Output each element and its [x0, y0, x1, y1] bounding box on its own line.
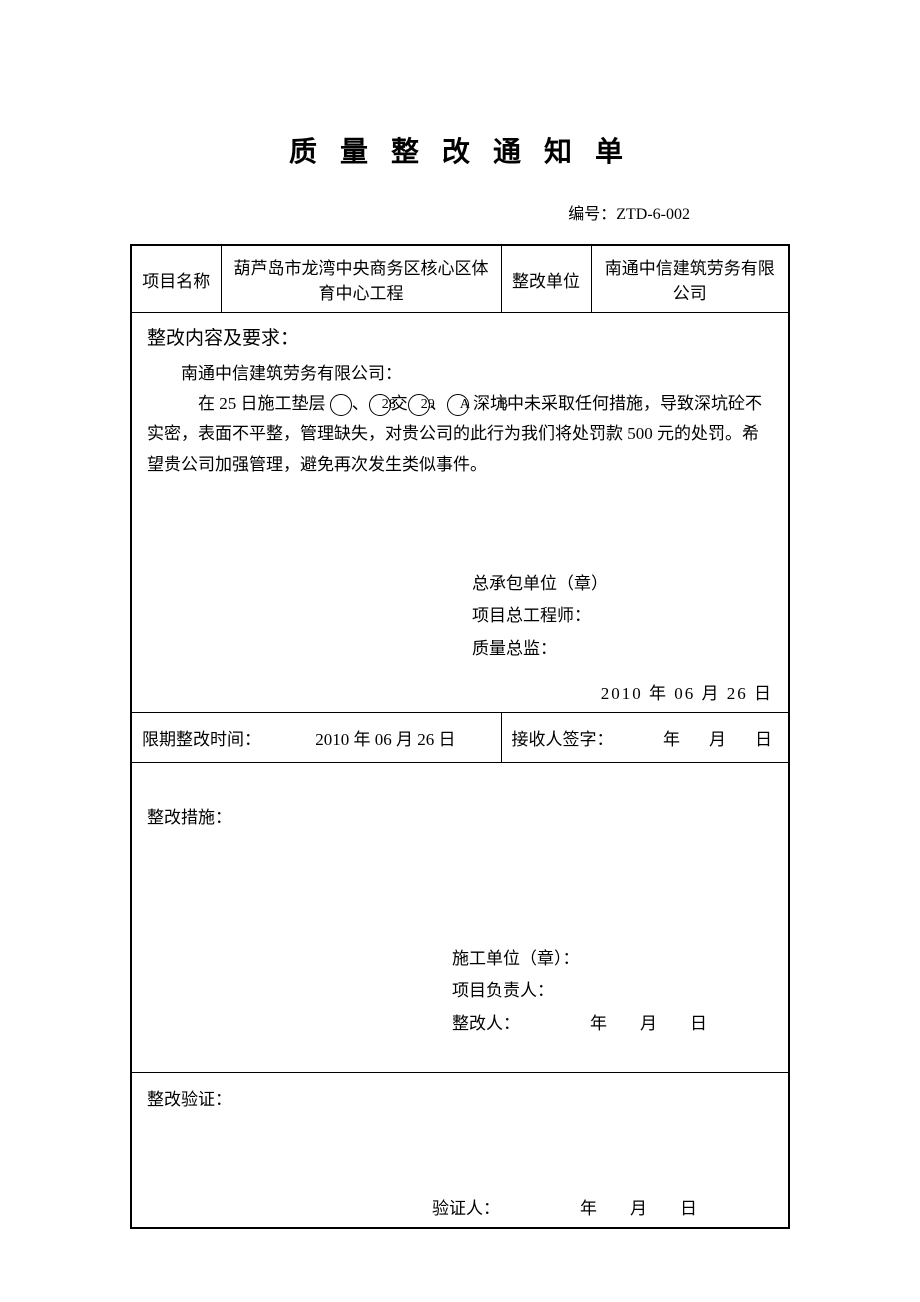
body-prefix: 在 25 日施工垫层 [198, 394, 330, 413]
rectifier: 整改人：年 月 日 [452, 1008, 715, 1040]
verify-label: 整改验证： [147, 1085, 773, 1110]
deadline-cell: 限期整改时间： 2010 年 06 月 26 日 [131, 713, 501, 763]
receiver-label: 接收人签字： [512, 730, 614, 749]
document-title: 质 量 整 改 通 知 单 [130, 130, 790, 170]
construction-unit-stamp: 施工单位（章）： [452, 943, 715, 975]
quality-director: 质量总监： [472, 633, 608, 665]
company-name-line: 南通中信建筑劳务有限公司： [147, 360, 773, 389]
document-number: 编号：ZTD-6-002 [130, 200, 790, 224]
circle-b: B [447, 394, 469, 416]
verifier-label: 验证人： [432, 1199, 500, 1218]
verify-signature: 验证人： 年 月 日 [432, 1194, 705, 1219]
receiver-cell: 接收人签字： 年 月 日 [501, 713, 789, 763]
circle-28: 28 [330, 394, 352, 416]
content-signature-block: 总承包单位（章） 项目总工程师： 质量总监： [472, 568, 608, 665]
body-mid: 交 [391, 394, 408, 413]
measures-date: 年 月 日 [590, 1008, 715, 1040]
receiver-date: 年 月 日 [663, 725, 778, 750]
unit-name: 南通中信建筑劳务有限公司 [591, 245, 789, 313]
header-row: 项目名称 葫芦岛市龙湾中央商务区核心区体育中心工程 整改单位 南通中信建筑劳务有… [131, 245, 789, 313]
unit-label: 整改单位 [501, 245, 591, 313]
content-label: 整改内容及要求： [147, 323, 773, 350]
circle-29: 29 [369, 394, 391, 416]
chief-engineer: 项目总工程师： [472, 600, 608, 632]
circle-a: A [408, 394, 430, 416]
content-date: 2010 年 06 月 26 日 [601, 679, 773, 704]
deadline-date: 2010 年 06 月 26 日 [315, 730, 455, 749]
verify-date: 年 月 日 [580, 1194, 705, 1219]
content-body: 在 25 日施工垫层 28、29交A、B 深坑中未采取任何措施，导致深坑砼不实密… [147, 389, 773, 481]
doc-number-value: ZTD-6-002 [616, 206, 690, 223]
main-form-table: 项目名称 葫芦岛市龙湾中央商务区核心区体育中心工程 整改单位 南通中信建筑劳务有… [130, 244, 790, 1229]
measures-signature-block: 施工单位（章）： 项目负责人： 整改人：年 月 日 [452, 943, 715, 1040]
project-label: 项目名称 [131, 245, 221, 313]
deadline-label: 限期整改时间： [142, 730, 261, 749]
doc-number-label: 编号： [568, 206, 616, 223]
project-name: 葫芦岛市龙湾中央商务区核心区体育中心工程 [221, 245, 501, 313]
project-manager: 项目负责人： [452, 975, 715, 1007]
measures-section: 整改措施： 施工单位（章）： 项目负责人： 整改人：年 月 日 [131, 763, 789, 1073]
verify-section: 整改验证： 验证人： 年 月 日 [131, 1073, 789, 1228]
content-section: 整改内容及要求： 南通中信建筑劳务有限公司： 在 25 日施工垫层 28、29交… [131, 313, 789, 713]
measures-label: 整改措施： [147, 803, 773, 828]
sep1: 、 [352, 394, 369, 413]
deadline-row: 限期整改时间： 2010 年 06 月 26 日 接收人签字： 年 月 日 [131, 713, 789, 763]
contractor-stamp: 总承包单位（章） [472, 568, 608, 600]
sep2: 、 [430, 394, 447, 413]
